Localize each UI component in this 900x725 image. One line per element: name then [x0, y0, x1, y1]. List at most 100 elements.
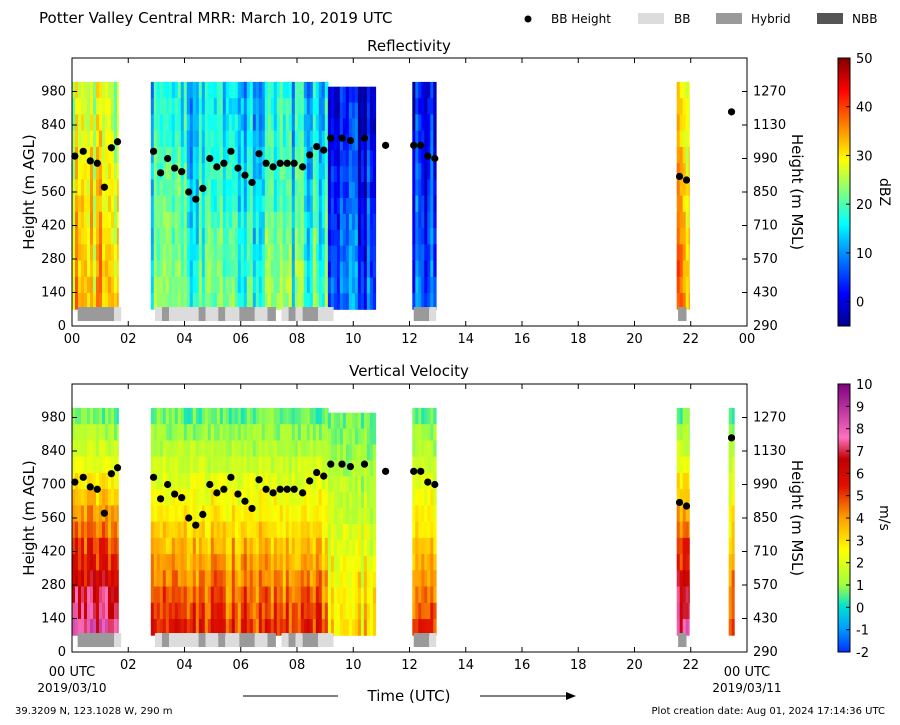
- heatmap-cell: [108, 602, 112, 620]
- heatmap-cell: [270, 619, 275, 636]
- heatmap-cell: [252, 130, 257, 148]
- heatmap-cell: [309, 130, 314, 148]
- heatmap-cell: [318, 586, 323, 604]
- bb-height-point: [381, 141, 390, 149]
- heatmap-cell: [246, 521, 251, 539]
- heatmap-cell: [93, 537, 97, 555]
- heatmap-cell: [430, 521, 434, 539]
- heatmap-cell: [372, 118, 377, 135]
- heatmap-cell: [81, 276, 85, 294]
- heatmap-cell: [354, 213, 359, 231]
- heatmap-cell: [418, 98, 422, 115]
- heatmap-cell: [679, 146, 684, 164]
- heatmap-cell: [171, 505, 176, 523]
- heatmap-cell: [231, 146, 236, 164]
- heatmap-cell: [276, 293, 281, 310]
- heatmap-cell: [682, 602, 687, 620]
- heatmap-cell: [288, 505, 293, 523]
- heatmap-cell: [418, 537, 422, 555]
- heatmap-cell: [279, 211, 284, 229]
- bb-height-point: [255, 476, 263, 484]
- heatmap-cell: [273, 440, 278, 458]
- heatmap-cell: [216, 195, 221, 213]
- heatmap-cell: [345, 444, 350, 461]
- heatmap-cell: [249, 114, 254, 132]
- heatmap-cell: [360, 86, 365, 104]
- heatmap-cell: [427, 456, 431, 474]
- heatmap-cell: [288, 586, 293, 604]
- heatmap-cell: [87, 130, 91, 148]
- y-right-tick-label: 570: [753, 578, 778, 593]
- heatmap-cell: [306, 456, 311, 474]
- heatmap-cell: [99, 98, 103, 115]
- heatmap-cell: [90, 211, 94, 229]
- heatmap-cell: [183, 163, 188, 180]
- heatmap-cell: [357, 293, 362, 310]
- heatmap-cell: [330, 428, 335, 445]
- heatmap-cell: [321, 130, 326, 148]
- heatmap-cell: [96, 407, 100, 425]
- bb-height-point: [431, 154, 439, 163]
- heatmap-cell: [342, 213, 347, 231]
- heatmap-cell: [294, 98, 299, 115]
- x-tick-label: 00: [739, 332, 756, 347]
- heatmap-cell: [225, 195, 230, 213]
- heatmap-cell: [198, 163, 203, 180]
- x-tick-label: 04: [176, 332, 193, 347]
- heatmap-cell: [171, 407, 176, 425]
- heatmap-cell: [174, 114, 179, 132]
- heatmap-cell: [99, 521, 103, 539]
- heatmap-cell: [231, 163, 236, 180]
- heatmap-cell: [300, 554, 305, 571]
- heatmap-cell: [162, 114, 167, 132]
- heatmap-cell: [315, 146, 320, 164]
- heatmap-cell: [192, 619, 197, 636]
- heatmap-cell: [87, 602, 91, 620]
- heatmap-cell: [297, 81, 302, 99]
- heatmap-cell: [156, 602, 161, 620]
- bb-height-point: [192, 521, 200, 529]
- heatmap-cell: [339, 476, 344, 493]
- heatmap-cell: [177, 472, 182, 490]
- heatmap-cell: [336, 619, 341, 636]
- heatmap-cell: [234, 489, 239, 506]
- heatmap-cell: [676, 163, 681, 180]
- heatmap-cell: [351, 245, 356, 263]
- heatmap-cell: [282, 244, 287, 261]
- heatmap-cell: [117, 81, 119, 99]
- bb-type-bar: [288, 307, 296, 322]
- y-tick-label: 0: [58, 319, 66, 334]
- heatmap-cell: [255, 179, 260, 197]
- heatmap-cell: [174, 179, 179, 197]
- heatmap-cell: [321, 537, 326, 555]
- heatmap-cell: [216, 130, 221, 148]
- heatmap-cell: [195, 586, 200, 604]
- heatmap-cell: [288, 570, 293, 587]
- heatmap-cell: [282, 195, 287, 213]
- y-right-tick-label: 290: [753, 645, 778, 660]
- heatmap-cell: [418, 211, 422, 229]
- bb-height-point: [727, 108, 736, 116]
- heatmap-cell: [728, 537, 733, 555]
- heatmap-cell: [336, 428, 341, 445]
- heatmap-cell: [93, 293, 97, 310]
- heatmap-cell: [351, 293, 356, 310]
- heatmap-cell: [99, 228, 103, 245]
- heatmap-cell: [195, 130, 200, 148]
- heatmap-cell: [189, 81, 194, 99]
- heatmap-cell: [84, 163, 88, 180]
- heatmap-cell: [303, 602, 308, 620]
- heatmap-cell: [291, 276, 296, 294]
- heatmap-cell: [81, 440, 85, 458]
- heatmap-cell: [333, 86, 338, 104]
- heatmap-cell: [105, 211, 109, 229]
- heatmap-cell: [333, 198, 338, 215]
- bb-height-point: [262, 159, 270, 167]
- heatmap-cell: [255, 114, 260, 132]
- heatmap-cell: [240, 98, 245, 115]
- heatmap-cell: [309, 619, 314, 636]
- heatmap-cell: [354, 412, 359, 430]
- heatmap-cell: [291, 570, 296, 587]
- bb-type-bar: [267, 633, 276, 648]
- heatmap-cell: [180, 456, 185, 474]
